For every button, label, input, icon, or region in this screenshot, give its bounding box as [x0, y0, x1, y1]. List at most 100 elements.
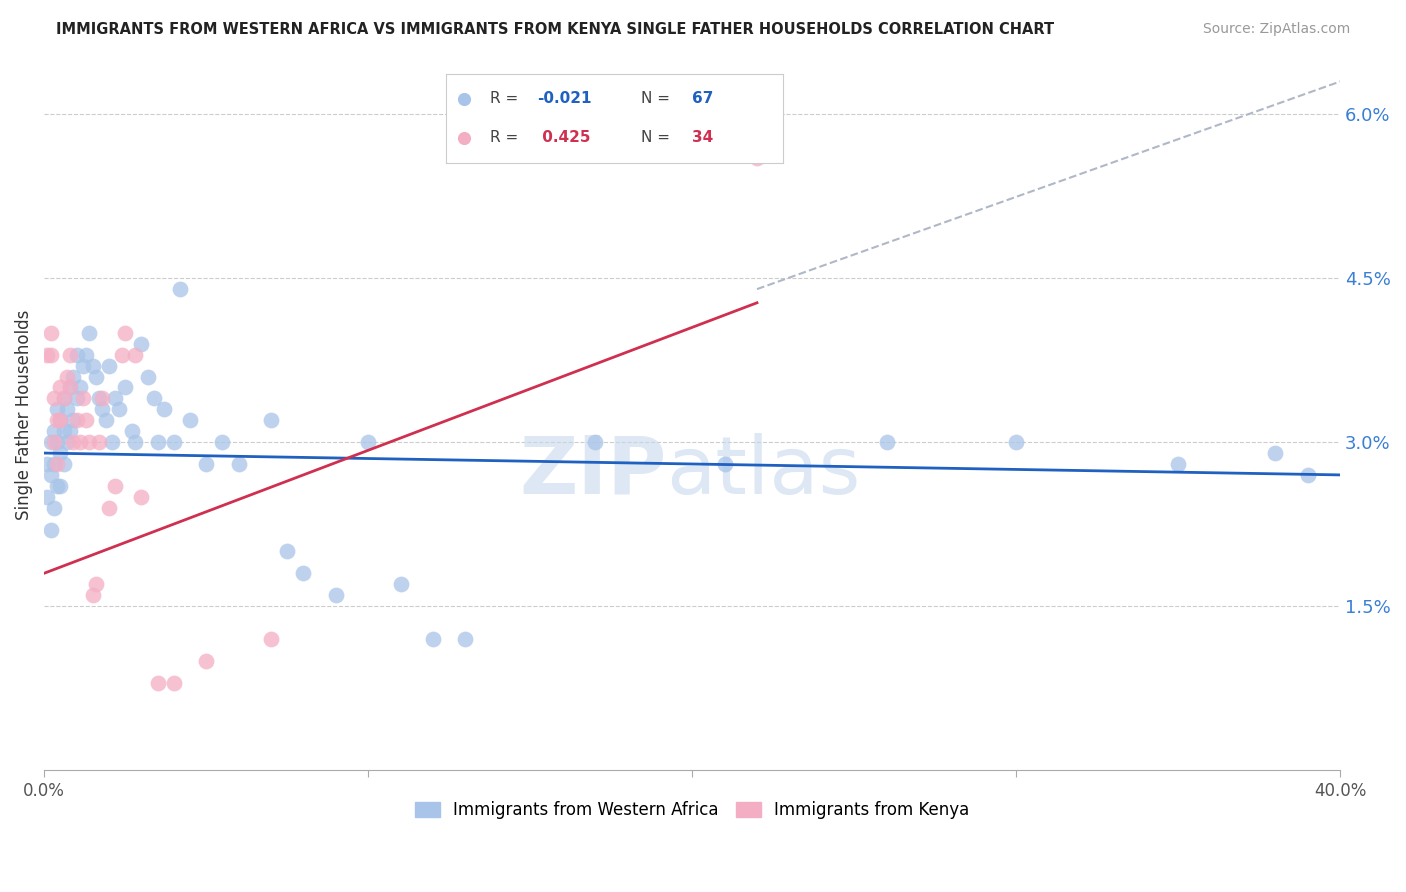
Point: [97, 359, 120, 373]
Point: [65, 413, 87, 427]
Point: [49, 380, 72, 394]
Point: [39, 348, 62, 362]
Point: [163, 675, 186, 690]
Point: [146, 435, 169, 450]
Point: [37, 490, 59, 504]
Point: [179, 413, 201, 427]
Point: [75, 413, 97, 427]
Point: [153, 402, 176, 417]
Point: [169, 282, 191, 296]
Point: [84, 369, 107, 384]
Point: [104, 479, 127, 493]
Point: [131, 336, 153, 351]
Point: [59, 380, 82, 394]
Point: [52, 457, 75, 471]
Point: [143, 392, 166, 406]
Point: [46, 402, 69, 417]
Point: [46, 479, 69, 493]
Point: [422, 632, 444, 646]
Point: [1005, 435, 1028, 450]
Point: [97, 500, 120, 515]
Point: [59, 348, 82, 362]
Point: [84, 577, 107, 591]
Point: [49, 479, 72, 493]
Point: [59, 424, 82, 438]
Point: [260, 632, 283, 646]
Point: [89, 392, 111, 406]
Point: [79, 326, 101, 340]
Point: [75, 348, 97, 362]
Y-axis label: Single Father Households: Single Father Households: [15, 310, 32, 520]
Point: [82, 359, 104, 373]
Text: atlas: atlas: [666, 433, 860, 510]
Point: [107, 402, 129, 417]
Point: [72, 359, 94, 373]
Point: [46, 413, 69, 427]
Text: ZIP: ZIP: [519, 433, 666, 510]
Point: [195, 457, 218, 471]
Point: [39, 326, 62, 340]
Point: [89, 435, 111, 450]
Point: [49, 413, 72, 427]
Text: Source: ZipAtlas.com: Source: ZipAtlas.com: [1202, 22, 1350, 37]
Point: [42, 500, 65, 515]
Point: [454, 632, 477, 646]
Point: [42, 457, 65, 471]
Point: [49, 413, 72, 427]
Point: [52, 392, 75, 406]
Point: [124, 435, 146, 450]
Point: [876, 435, 898, 450]
Point: [82, 588, 104, 602]
Point: [65, 392, 87, 406]
Point: [42, 424, 65, 438]
Point: [46, 435, 69, 450]
Point: [62, 369, 84, 384]
Point: [65, 348, 87, 362]
Text: IMMIGRANTS FROM WESTERN AFRICA VS IMMIGRANTS FROM KENYA SINGLE FATHER HOUSEHOLDS: IMMIGRANTS FROM WESTERN AFRICA VS IMMIGR…: [56, 22, 1054, 37]
Point: [69, 380, 91, 394]
Point: [276, 544, 298, 558]
Legend: Immigrants from Western Africa, Immigrants from Kenya: Immigrants from Western Africa, Immigran…: [409, 794, 976, 826]
Point: [42, 435, 65, 450]
Point: [69, 435, 91, 450]
Point: [94, 413, 117, 427]
Point: [37, 348, 59, 362]
Point: [39, 435, 62, 450]
Point: [46, 457, 69, 471]
Point: [114, 380, 136, 394]
Point: [325, 588, 347, 602]
Point: [357, 435, 380, 450]
Point: [292, 566, 315, 581]
Point: [389, 577, 412, 591]
Point: [1167, 457, 1189, 471]
Point: [114, 326, 136, 340]
Point: [91, 392, 114, 406]
Point: [1296, 467, 1319, 482]
Point: [121, 424, 143, 438]
Point: [91, 402, 114, 417]
Point: [72, 392, 94, 406]
Point: [583, 435, 606, 450]
Point: [79, 435, 101, 450]
Point: [228, 457, 250, 471]
Point: [56, 402, 79, 417]
Point: [49, 446, 72, 460]
Point: [52, 424, 75, 438]
Point: [260, 413, 283, 427]
Point: [37, 457, 59, 471]
Point: [52, 392, 75, 406]
Point: [39, 467, 62, 482]
Point: [104, 392, 127, 406]
Point: [211, 435, 233, 450]
Point: [124, 348, 146, 362]
Point: [163, 435, 186, 450]
Point: [131, 490, 153, 504]
Point: [101, 435, 124, 450]
Point: [42, 392, 65, 406]
Point: [62, 435, 84, 450]
Point: [1264, 446, 1286, 460]
Point: [111, 348, 134, 362]
Point: [62, 413, 84, 427]
Point: [146, 675, 169, 690]
Point: [56, 369, 79, 384]
